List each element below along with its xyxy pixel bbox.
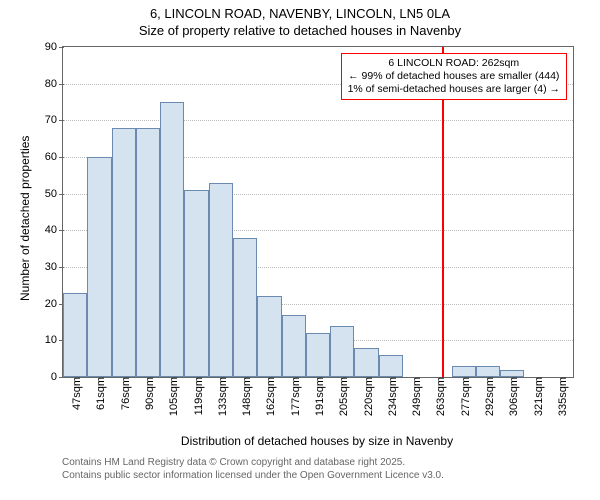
histogram-bar (500, 370, 524, 377)
callout-line3: 1% of semi-detached houses are larger (4… (348, 83, 560, 96)
histogram-bar (209, 183, 233, 377)
histogram-bar (257, 296, 281, 377)
y-tick: 0 (51, 371, 63, 383)
x-tick: 220sqm (359, 377, 375, 416)
y-tick: 90 (45, 41, 63, 53)
x-tick: 148sqm (237, 377, 253, 416)
chart-title: 6, LINCOLN ROAD, NAVENBY, LINCOLN, LN5 0… (0, 0, 600, 40)
y-tick: 80 (45, 78, 63, 90)
plot-area: 010203040506070809047sqm61sqm76sqm90sqm1… (62, 46, 574, 378)
x-tick: 119sqm (189, 377, 205, 415)
y-tick: 30 (45, 261, 63, 273)
x-tick: 162sqm (261, 377, 277, 416)
histogram-bar (184, 190, 208, 377)
footer-attribution: Contains HM Land Registry data © Crown c… (62, 456, 444, 482)
x-tick: 105sqm (164, 377, 180, 416)
y-tick: 10 (45, 334, 63, 346)
y-tick: 50 (45, 188, 63, 200)
x-tick: 335sqm (553, 377, 569, 416)
x-tick: 205sqm (334, 377, 350, 416)
footer-line1: Contains HM Land Registry data © Crown c… (62, 456, 444, 469)
histogram-bar (330, 326, 354, 377)
histogram-bar (354, 348, 378, 377)
histogram-bar (282, 315, 306, 377)
histogram-bar (306, 333, 330, 377)
footer-line2: Contains public sector information licen… (62, 469, 444, 482)
chart-container: 6, LINCOLN ROAD, NAVENBY, LINCOLN, LN5 0… (0, 0, 600, 500)
x-tick: 263sqm (431, 377, 447, 416)
callout-line1: 6 LINCOLN ROAD: 262sqm (348, 57, 560, 70)
gridline (63, 120, 573, 121)
x-tick: 61sqm (91, 377, 107, 410)
histogram-bar (452, 366, 476, 377)
title-line2: Size of property relative to detached ho… (0, 23, 600, 40)
y-tick: 40 (45, 224, 63, 236)
x-tick: 249sqm (407, 377, 423, 416)
callout-line2: ← 99% of detached houses are smaller (44… (348, 70, 560, 83)
x-tick: 306sqm (504, 377, 520, 416)
title-line1: 6, LINCOLN ROAD, NAVENBY, LINCOLN, LN5 0… (150, 6, 450, 21)
x-axis-label: Distribution of detached houses by size … (62, 434, 572, 448)
y-tick: 70 (45, 114, 63, 126)
histogram-bar (63, 293, 87, 377)
histogram-bar (160, 102, 184, 377)
y-tick: 60 (45, 151, 63, 163)
histogram-bar (136, 128, 160, 377)
histogram-bar (112, 128, 136, 377)
y-tick: 20 (45, 298, 63, 310)
x-tick: 47sqm (67, 377, 83, 410)
x-tick: 234sqm (383, 377, 399, 416)
x-tick: 191sqm (310, 377, 326, 416)
histogram-bar (87, 157, 111, 377)
x-tick: 321sqm (529, 377, 545, 416)
x-tick: 177sqm (286, 377, 302, 416)
x-tick: 133sqm (213, 377, 229, 416)
histogram-bar (476, 366, 500, 377)
x-tick: 292sqm (480, 377, 496, 416)
y-axis-label: Number of detached properties (18, 136, 32, 301)
property-callout: 6 LINCOLN ROAD: 262sqm← 99% of detached … (341, 53, 567, 100)
histogram-bar (233, 238, 257, 377)
x-tick: 277sqm (456, 377, 472, 416)
x-tick: 90sqm (140, 377, 156, 410)
histogram-bar (379, 355, 403, 377)
x-tick: 76sqm (116, 377, 132, 410)
